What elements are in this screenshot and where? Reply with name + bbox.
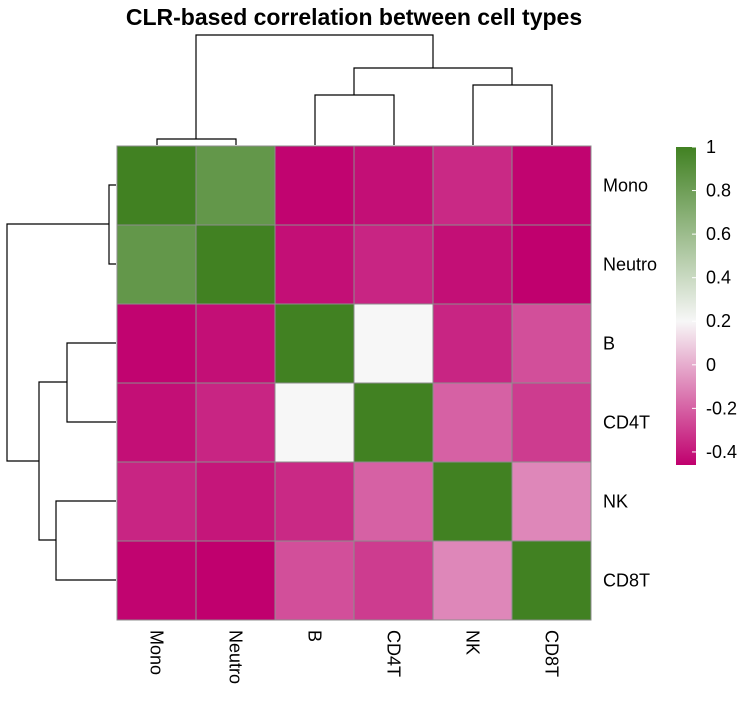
heatmap-cell-neutro-mono: [116, 224, 197, 305]
column-label-mono: Mono: [147, 630, 167, 675]
heatmap-cell-neutro-b: [274, 224, 355, 305]
color-legend-bar: [676, 147, 696, 465]
color-legend-tick-label: 0.2: [706, 311, 731, 331]
color-legend-tick-label: 0: [706, 355, 716, 375]
column-dendrogram-branch-nk-cd8t: [472, 84, 553, 145]
row-label-mono: Mono: [603, 176, 648, 196]
heatmap-cell-mono-mono: [116, 145, 197, 226]
color-legend-tick-label: 0.6: [706, 224, 731, 244]
heatmap-cell-b-b: [274, 303, 355, 384]
heatmap-cell-cd8t-neutro: [195, 540, 276, 621]
heatmap-cell-cd4t-cd8t: [511, 382, 592, 463]
heatmap-cell-cd4t-neutro: [195, 382, 276, 463]
row-label-nk: NK: [603, 492, 628, 512]
heatmap-cell-neutro-nk: [432, 224, 513, 305]
row-label-neutro: Neutro: [603, 255, 657, 275]
row-labels: Mono Neutro B CD4T NK CD8T: [603, 176, 657, 591]
heatmap-cell-nk-cd4t: [353, 461, 434, 542]
column-dendrogram-branch-lymphoid: [353, 67, 513, 95]
heatmap-cell-b-nk: [432, 303, 513, 384]
heatmap-cell-cd8t-cd8t: [511, 540, 592, 621]
heatmap-cell-nk-mono: [116, 461, 197, 542]
heatmap-cell-cd8t-nk: [432, 540, 513, 621]
heatmap-cell-nk-nk: [432, 461, 513, 542]
heatmap-cell-cd4t-cd4t: [353, 382, 434, 463]
heatmap-cell-neutro-cd8t: [511, 224, 592, 305]
row-label-b: B: [603, 334, 615, 354]
heatmap-cell-b-cd4t: [353, 303, 434, 384]
heatmap-cell-cd8t-b: [274, 540, 355, 621]
heatmap-cell-neutro-neutro: [195, 224, 276, 305]
color-legend-tick-label: 0.8: [706, 181, 731, 201]
heatmap-cell-mono-cd4t: [353, 145, 434, 226]
column-label-neutro: Neutro: [226, 630, 246, 684]
row-dendrogram: [6, 184, 116, 581]
heatmap-cell-mono-nk: [432, 145, 513, 226]
row-dendrogram-root: [6, 223, 109, 462]
column-label-cd8t: CD8T: [542, 630, 562, 677]
color-legend: 1 0.8 0.6 0.4 0.2 0 -0.2 -0.4: [676, 137, 737, 465]
row-label-cd8t: CD8T: [603, 571, 650, 591]
heatmap-cell-b-neutro: [195, 303, 276, 384]
heatmap-cell-cd8t-cd4t: [353, 540, 434, 621]
heatmap-cell-nk-cd8t: [511, 461, 592, 542]
heatmap-cell-cd4t-mono: [116, 382, 197, 463]
heatmap-cell-cd8t-mono: [116, 540, 197, 621]
row-dendrogram-branch-nk-cd8t: [55, 500, 116, 581]
column-label-nk: NK: [463, 630, 483, 655]
row-label-cd4t: CD4T: [603, 413, 650, 433]
column-dendrogram-root: [195, 34, 434, 139]
color-legend-tick-label: 0.4: [706, 268, 731, 288]
heatmap-cell-cd4t-nk: [432, 382, 513, 463]
column-dendrogram-branch-mono-neutro: [156, 138, 237, 145]
column-label-b: B: [305, 630, 325, 642]
row-dendrogram-branch-b-cd4t: [66, 342, 116, 423]
heatmap-cell-mono-neutro: [195, 145, 276, 226]
column-dendrogram-branch-b-cd4t: [314, 94, 395, 145]
heatmap-cell-nk-neutro: [195, 461, 276, 542]
color-legend-ticks: 1 0.8 0.6 0.4 0.2 0 -0.2 -0.4: [692, 137, 737, 462]
heatmap-cell-cd4t-b: [274, 382, 355, 463]
heatmap-cell-mono-cd8t: [511, 145, 592, 226]
column-labels: Mono Neutro B CD4T NK CD8T: [147, 630, 562, 684]
row-dendrogram-branch-lymphoid: [38, 381, 67, 541]
column-dendrogram: [156, 34, 553, 145]
color-legend-tick-label: 1: [706, 137, 716, 157]
color-legend-tick-label: -0.4: [706, 442, 737, 462]
heatmap-cell-neutro-cd4t: [353, 224, 434, 305]
heatmap-cell-b-mono: [116, 303, 197, 384]
row-dendrogram-branch-mono-neutro: [108, 184, 116, 265]
heatmap-cell-nk-b: [274, 461, 355, 542]
column-label-cd4t: CD4T: [384, 630, 404, 677]
heatmap-cell-b-cd8t: [511, 303, 592, 384]
heatmap-cells: [116, 145, 592, 621]
chart-title: CLR-based correlation between cell types: [126, 4, 582, 30]
heatmap-cell-mono-b: [274, 145, 355, 226]
color-legend-tick-label: -0.2: [706, 398, 737, 418]
